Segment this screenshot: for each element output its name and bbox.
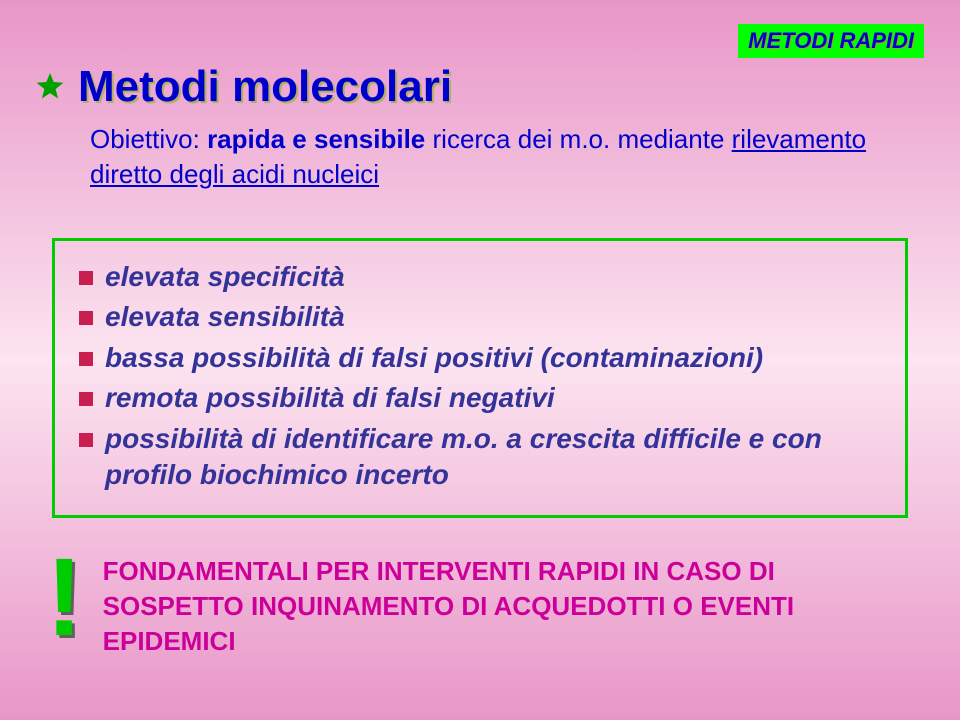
feature-text: remota possibilità di falsi negativi: [105, 380, 555, 416]
subtitle-mid: ricerca dei m.o. mediante: [425, 124, 731, 154]
bullet-icon: [79, 271, 93, 285]
star-icon: [36, 73, 64, 101]
page-title: Metodi molecolari: [78, 62, 452, 112]
feature-text: elevata sensibilità: [105, 299, 345, 335]
bullet-icon: [79, 433, 93, 447]
feature-text: bassa possibilità di falsi positivi (con…: [105, 340, 763, 376]
list-item: elevata sensibilità: [79, 299, 881, 335]
feature-box: elevata specificità elevata sensibilità …: [52, 238, 908, 518]
subtitle-pre: Obiettivo:: [90, 124, 207, 154]
bullet-icon: [79, 352, 93, 366]
feature-text: possibilità di identificare m.o. a cresc…: [105, 421, 881, 494]
title-row: Metodi molecolari: [36, 62, 452, 112]
bullet-icon: [79, 311, 93, 325]
feature-text: elevata specificità: [105, 259, 345, 295]
bullet-icon: [79, 392, 93, 406]
list-item: elevata specificità: [79, 259, 881, 295]
header-badge: METODI RAPIDI: [738, 24, 924, 58]
subtitle-bold: rapida e sensibile: [207, 124, 425, 154]
subtitle: Obiettivo: rapida e sensibile ricerca de…: [90, 122, 890, 192]
list-item: possibilità di identificare m.o. a cresc…: [79, 421, 881, 494]
callout: ! FONDAMENTALI PER INTERVENTI RAPIDI IN …: [52, 548, 883, 659]
callout-text: FONDAMENTALI PER INTERVENTI RAPIDI IN CA…: [103, 548, 883, 659]
list-item: bassa possibilità di falsi positivi (con…: [79, 340, 881, 376]
list-item: remota possibilità di falsi negativi: [79, 380, 881, 416]
exclamation-icon: !: [46, 548, 83, 647]
